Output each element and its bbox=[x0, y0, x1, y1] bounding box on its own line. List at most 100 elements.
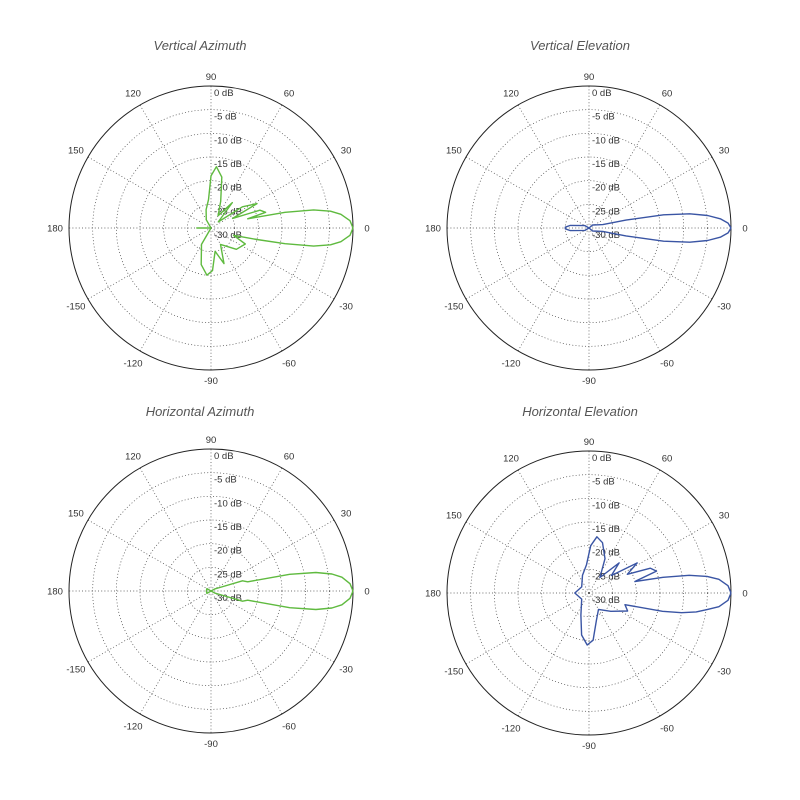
angle-label: 0 bbox=[364, 224, 369, 235]
angle-label: -120 bbox=[501, 359, 520, 370]
angle-label: 90 bbox=[206, 435, 217, 446]
grid-spoke bbox=[588, 592, 713, 665]
angle-label: -150 bbox=[66, 302, 85, 313]
angle-label: -90 bbox=[582, 741, 596, 752]
ring-label: -20 dB bbox=[214, 183, 242, 194]
grid-ring bbox=[517, 156, 661, 300]
grid-spoke bbox=[210, 104, 283, 229]
angle-label: 120 bbox=[125, 88, 141, 99]
ring-label: 0 dB bbox=[214, 451, 234, 462]
chart-vertical-azimuth: Vertical Azimuth 0 dB -5 dB -10 dB -15 dB -2… bbox=[0, 0, 400, 400]
grid-spoke bbox=[210, 156, 335, 229]
angle-label: 120 bbox=[503, 88, 519, 99]
angle-label: -120 bbox=[123, 359, 142, 370]
radiation-pattern-line bbox=[196, 165, 354, 276]
angle-label: 30 bbox=[341, 509, 352, 520]
ring-label: -10 dB bbox=[592, 500, 620, 511]
ring-label: -5 dB bbox=[214, 475, 237, 486]
angle-label: 60 bbox=[284, 88, 295, 99]
angle-label: 150 bbox=[446, 146, 462, 157]
grid-ring bbox=[92, 109, 330, 347]
angle-label: 180 bbox=[425, 224, 441, 235]
grid-spoke bbox=[588, 227, 713, 300]
grid-ring bbox=[470, 109, 708, 347]
angle-label: 0 bbox=[364, 587, 369, 598]
ring-label: -20 dB bbox=[214, 546, 242, 557]
angle-label: 60 bbox=[284, 451, 295, 462]
ring-label: -5 dB bbox=[214, 112, 237, 123]
angle-label: 180 bbox=[47, 587, 63, 598]
angle-label: -30 bbox=[717, 667, 731, 678]
angle-label: -90 bbox=[582, 376, 596, 387]
angle-label: -30 bbox=[717, 302, 731, 313]
ring-label: -10 dB bbox=[592, 135, 620, 146]
radiation-pattern-line bbox=[205, 571, 354, 611]
ring-label: 0 dB bbox=[592, 88, 612, 99]
angle-label: 150 bbox=[68, 509, 84, 520]
angle-label: 120 bbox=[125, 451, 141, 462]
chart-title: Horizontal Azimuth bbox=[145, 404, 255, 419]
grid-spoke bbox=[465, 592, 590, 665]
grid-spoke bbox=[139, 104, 212, 229]
grid-ring bbox=[115, 495, 307, 687]
angle-label: 0 bbox=[742, 224, 747, 235]
ring-label: 0 dB bbox=[592, 453, 612, 464]
grid-spoke bbox=[588, 156, 713, 229]
grid-spoke bbox=[588, 521, 713, 594]
angle-label: 180 bbox=[425, 589, 441, 600]
chart-title: Horizontal Elevation bbox=[522, 404, 638, 419]
grid-spoke bbox=[517, 592, 590, 717]
ring-label: -30 dB bbox=[592, 230, 620, 241]
ring-label: -15 dB bbox=[214, 159, 242, 170]
angle-label: 60 bbox=[662, 88, 673, 99]
grid-spoke bbox=[210, 519, 335, 592]
grid-ring bbox=[541, 545, 637, 641]
grid-spoke bbox=[139, 467, 212, 592]
grid-spoke bbox=[210, 590, 335, 663]
angle-label: 90 bbox=[584, 72, 595, 83]
angle-label: 60 bbox=[662, 453, 673, 464]
grid-ring bbox=[163, 543, 259, 639]
angle-label: 180 bbox=[47, 224, 63, 235]
chart-horizontal-elevation: Horizontal Elevation 0 dB -5 dB -10 dB -15 … bbox=[380, 364, 780, 764]
grid-ring bbox=[139, 156, 283, 300]
grid-spoke bbox=[139, 590, 212, 715]
grid-ring bbox=[186, 203, 236, 253]
grid-spoke bbox=[210, 227, 335, 300]
ring-label: -25 dB bbox=[214, 206, 242, 217]
grid-ring bbox=[493, 497, 685, 689]
radiation-pattern-line bbox=[574, 536, 732, 646]
ring-label: -20 dB bbox=[592, 183, 620, 194]
grid-spoke bbox=[588, 469, 661, 594]
ring-label: -30 dB bbox=[592, 595, 620, 606]
chart-vertical-elevation: Vertical Elevation 0 dB -5 dB -10 dB -15 dB… bbox=[380, 0, 780, 400]
grid-spoke bbox=[139, 227, 212, 352]
angle-label: -30 bbox=[339, 665, 353, 676]
ring-label: 0 dB bbox=[214, 88, 234, 99]
ring-label: -15 dB bbox=[214, 522, 242, 533]
angle-label: 30 bbox=[341, 146, 352, 157]
grid-spoke bbox=[517, 469, 590, 594]
grid-ring bbox=[115, 132, 307, 324]
chart-horizontal-azimuth: Horizontal Azimuth 0 dB -5 dB -10 dB -15 dB… bbox=[0, 364, 400, 764]
angle-label: 90 bbox=[206, 72, 217, 83]
grid-spoke bbox=[517, 104, 590, 229]
grid-ring bbox=[541, 180, 637, 276]
radiation-pattern-line bbox=[564, 213, 732, 243]
angle-label: -30 bbox=[339, 302, 353, 313]
angle-label: 30 bbox=[719, 511, 730, 522]
grid-spoke bbox=[210, 467, 283, 592]
angle-label: -90 bbox=[204, 376, 218, 387]
ring-label: -5 dB bbox=[592, 112, 615, 123]
grid-ring bbox=[139, 519, 283, 663]
angle-label: 150 bbox=[446, 511, 462, 522]
grid-ring bbox=[517, 521, 661, 665]
ring-label: -5 dB bbox=[592, 477, 615, 488]
polar-plot: 0 dB -5 dB -10 dB -15 dB -20 dB -25 dB -30 dB 0… bbox=[47, 435, 370, 750]
grid-spoke bbox=[517, 227, 590, 352]
chart-title: Vertical Elevation bbox=[530, 38, 630, 53]
ring-label: -30 dB bbox=[214, 593, 242, 604]
grid-ring bbox=[470, 474, 708, 712]
angle-label: -120 bbox=[123, 722, 142, 733]
chart-title: Vertical Azimuth bbox=[153, 38, 247, 53]
